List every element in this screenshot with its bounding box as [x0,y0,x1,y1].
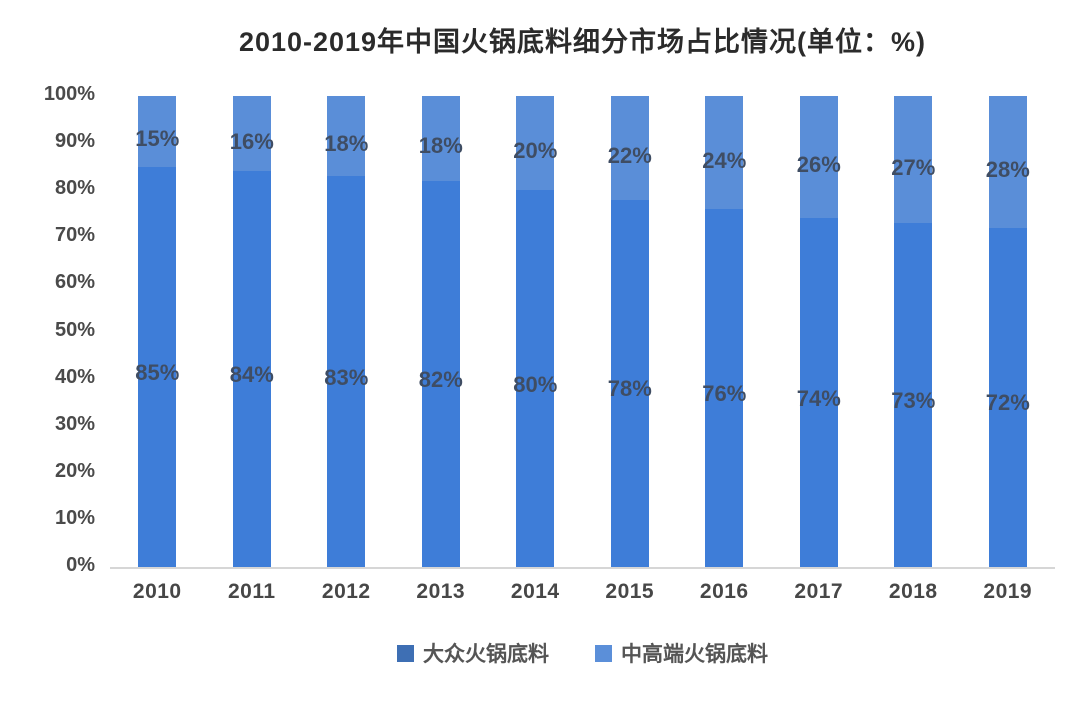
bar-column-2018: 27% 73% [866,96,961,567]
y-tick-0: 0% [66,554,95,576]
segment-mass-2013 [421,180,460,567]
y-tick-10: 10% [54,506,95,529]
legend-swatch-icon [397,644,414,662]
x-tick-2016: 2016 [699,580,749,603]
legend-item-mass: 大众火锅底料 [397,638,549,668]
value-label-mass-2014: 80% [513,371,558,397]
y-tick-70: 70% [54,224,95,247]
segment-mass-2017 [799,218,838,567]
value-label-premium-2019: 28% [985,156,1030,182]
segment-premium-2018 [894,96,933,224]
x-tick-2010: 2010 [132,580,182,603]
segment-mass-2010 [138,166,177,567]
bar-column-2012: 18% 83% [299,96,394,567]
bar-2012 [327,96,366,567]
y-tick-60: 60% [54,271,95,294]
segment-mass-2014 [516,190,555,567]
plot-area: 15% 85% 16% 84% 18% 83% 18% 82% 20% 80% 22% 78% 24% 7… [110,96,1055,569]
segment-premium-2019 [988,96,1027,228]
x-tick-2011: 2011 [227,580,276,603]
value-label-mass-2015: 78% [607,376,652,402]
bar-2017 [799,96,838,567]
x-tick-2017: 2017 [794,580,844,603]
y-tick-40: 40% [54,365,95,388]
bar-2014 [516,96,555,567]
bar-column-2019: 28% 72% [961,96,1056,567]
value-label-premium-2014: 20% [513,138,558,164]
value-label-premium-2010: 15% [135,126,180,152]
segment-premium-2015 [610,96,649,200]
value-label-premium-2011: 16% [229,128,274,154]
legend: 大众火锅底料 中高端火锅底料 [110,638,1055,668]
value-label-mass-2018: 73% [891,388,936,414]
y-tick-80: 80% [54,177,95,200]
value-label-premium-2016: 24% [702,147,747,173]
segment-premium-2011 [232,96,271,172]
value-label-mass-2016: 76% [702,381,747,407]
value-label-premium-2013: 18% [418,133,463,159]
value-label-mass-2011: 84% [229,362,274,388]
y-tick-90: 90% [54,130,95,153]
value-label-premium-2015: 22% [607,142,652,168]
legend-item-premium: 中高端火锅底料 [595,638,768,668]
value-label-mass-2017: 74% [796,385,841,411]
bar-2015 [610,96,649,567]
bar-column-2010: 15% 85% [110,96,205,567]
segment-premium-2013 [421,96,460,181]
x-axis: 2010 2011 2012 2013 2014 2015 2016 2017 2018 2019 [110,580,1055,604]
segment-premium-2017 [799,96,838,219]
bar-2016 [705,96,744,567]
segment-premium-2016 [705,96,744,210]
chart-title: 2010-2019年中国火锅底料细分市场占比情况(单位：%) [238,27,927,57]
bar-column-2011: 16% 84% [205,96,300,567]
x-tick-2013: 2013 [416,580,466,603]
value-label-mass-2012: 83% [324,364,369,390]
segment-mass-2011 [232,171,271,567]
y-tick-20: 20% [54,459,95,482]
value-label-premium-2017: 26% [796,152,841,178]
value-label-mass-2010: 85% [135,359,180,385]
bar-column-2015: 22% 78% [583,96,678,567]
bar-column-2016: 24% 76% [677,96,772,567]
x-tick-2014: 2014 [510,580,560,603]
value-label-mass-2013: 82% [418,366,463,392]
bar-2018 [894,96,933,567]
x-tick-2018: 2018 [888,580,938,603]
value-label-mass-2019: 72% [985,390,1030,416]
bar-column-2014: 20% 80% [488,96,583,567]
x-tick-2019: 2019 [983,580,1033,603]
segment-mass-2015 [610,199,649,567]
segment-mass-2012 [327,176,366,567]
bar-column-2017: 26% 74% [772,96,867,567]
legend-label: 中高端火锅底料 [621,643,768,666]
x-tick-2015: 2015 [605,580,655,603]
bar-column-2013: 18% 82% [394,96,489,567]
bar-2010 [138,96,177,567]
segment-mass-2016 [705,209,744,567]
segment-premium-2012 [327,96,366,177]
segment-premium-2010 [138,96,177,167]
value-label-premium-2018: 27% [891,154,936,180]
y-axis: 100% 90% 80% 70% 60% 50% 40% 30% 20% 10% 0% [0,83,95,576]
bar-2013 [421,96,460,567]
segment-premium-2014 [516,96,555,191]
segment-mass-2018 [894,223,933,567]
y-tick-30: 30% [54,412,95,435]
bar-2019 [988,96,1027,567]
bar-2011 [232,96,271,567]
legend-label: 大众火锅底料 [423,643,549,666]
legend-swatch-icon [595,644,612,662]
value-label-premium-2012: 18% [324,131,369,157]
segment-mass-2019 [988,227,1027,567]
y-tick-50: 50% [54,318,95,341]
x-tick-2012: 2012 [321,580,371,603]
y-tick-100: 100% [43,83,95,105]
